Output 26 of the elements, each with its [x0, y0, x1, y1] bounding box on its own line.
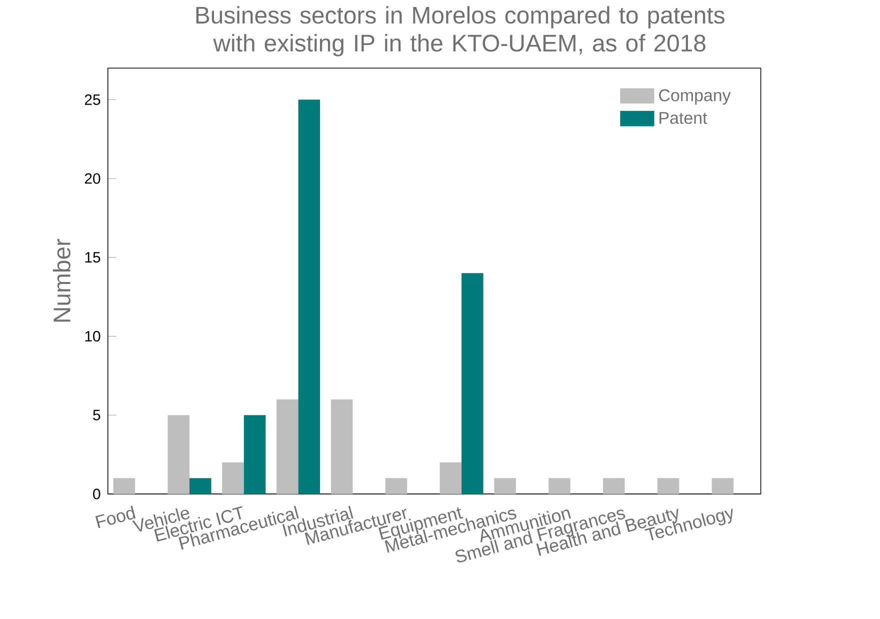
bar: [657, 478, 680, 494]
y-tick-label: 20: [84, 173, 100, 184]
bar: [222, 462, 244, 494]
y-tick-label: 5: [93, 410, 100, 420]
chart-title: Business sectors in Morelos compared to patents with existing IP in the KTO-UAEM, as of 2018: [196, 6, 724, 56]
bar: [462, 273, 484, 494]
bar: [494, 478, 516, 494]
bar: [298, 100, 320, 494]
bar: [244, 415, 266, 494]
y-tick-label: 15: [85, 252, 100, 263]
bar: [168, 415, 190, 494]
bar: [548, 478, 570, 494]
y-tick-label: 0: [93, 488, 100, 500]
bar: [276, 399, 298, 494]
bar: [440, 462, 462, 494]
legend-label: Patent: [660, 112, 708, 124]
legend-label: Company: [659, 89, 731, 105]
bar: [602, 478, 625, 494]
y-tick-label: 10: [85, 331, 100, 342]
y-axis-title: Number: [52, 238, 70, 322]
bar: [712, 478, 734, 494]
bar: [330, 399, 353, 494]
y-tick-label: 25: [84, 94, 100, 106]
bar: [385, 478, 408, 494]
bar: [189, 478, 212, 494]
bar: [113, 478, 136, 494]
